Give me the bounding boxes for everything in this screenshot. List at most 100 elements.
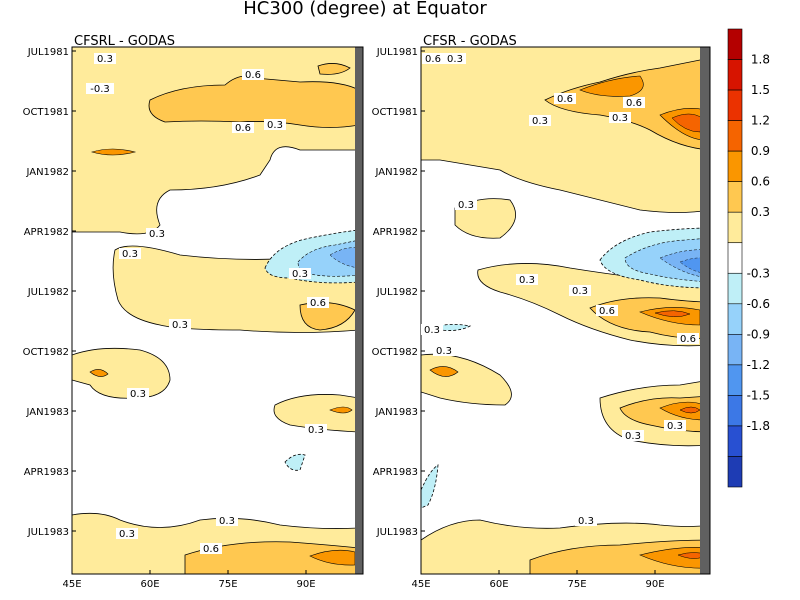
contour-label-bg	[623, 97, 645, 108]
panel-title-right: CFSR - GODAS	[423, 34, 517, 49]
shade-neg-region	[284, 453, 306, 471]
contour-label: 0.3	[267, 120, 283, 131]
colorbar-swatch	[727, 303, 743, 335]
contour-label-bg	[622, 430, 644, 441]
contour-label-bg	[289, 268, 311, 279]
y-tick-label: APR1982	[373, 227, 418, 238]
colorbar-label: 0.3	[751, 205, 770, 219]
colorbar-swatch	[727, 334, 743, 366]
contour-label-bg	[216, 515, 238, 526]
contour-label-bg	[119, 248, 141, 259]
x-tick-label: 60E	[489, 579, 508, 590]
y-tick-label: OCT1981	[372, 107, 418, 118]
shade-neg-region	[329, 247, 359, 269]
contour-label: 0.3	[119, 529, 135, 540]
contour-label: 0.3	[625, 431, 641, 442]
contour-label: 0.3	[219, 516, 235, 527]
x-tick-label: 90E	[296, 579, 315, 590]
y-tick-label: JUL1983	[376, 527, 418, 538]
contour-label: -0.3	[90, 84, 110, 95]
x-tick-label: 45E	[62, 579, 81, 590]
land-mask-bar	[355, 47, 363, 574]
contour-label: 0.3	[424, 325, 440, 336]
plot-frame-right	[420, 46, 711, 575]
contour-label-bg	[200, 543, 222, 554]
panel-right: CFSR - GODAS JUL1981 OCT1981 JAN1982 APR198…	[372, 34, 711, 590]
y-tick-label: OCT1982	[23, 347, 69, 358]
y-tick-label: APR1982	[24, 227, 69, 238]
colorbar: 1.8 1.5 1.2 0.9 0.6 0.3 -0.3 -0.6 -0.9 -1.2 -1.5 -1…	[727, 28, 770, 488]
contour-label: 0.3	[122, 249, 138, 260]
colorbar-label: 1.8	[751, 53, 770, 67]
contour-label: 0.3	[612, 113, 628, 124]
colorbar-label: -1.5	[747, 388, 770, 402]
colorbar-swatch	[727, 364, 743, 396]
colorbar-swatch	[727, 150, 743, 182]
contour-label-bg	[305, 424, 327, 435]
colorbar-swatch	[727, 59, 743, 91]
colorbar-label: -1.8	[747, 419, 770, 433]
panel-title-left: CFSRL - GODAS	[74, 34, 175, 49]
colorbar-label: -0.3	[747, 266, 770, 280]
plot-frame-left	[71, 46, 364, 575]
contour-label: 0.3	[308, 425, 324, 436]
contour-label-bg	[307, 297, 329, 308]
y-tick-label: JUL1981	[376, 47, 418, 58]
contour-label: 0.6	[310, 298, 326, 309]
contour-label-bg	[127, 388, 149, 399]
y-tick-label: JUL1983	[27, 527, 69, 538]
contour-label-bg	[146, 228, 168, 239]
land-mask-bar	[700, 47, 710, 574]
contour-label: 0.3	[532, 116, 548, 127]
contour-label-bg	[242, 69, 264, 80]
shade-pos-region	[429, 366, 459, 377]
y-tick-label: JAN1983	[25, 407, 69, 418]
y-tick-label: JAN1982	[25, 167, 69, 178]
contour-label: 0.6	[245, 70, 261, 81]
y-tick-label: APR1983	[24, 467, 69, 478]
colorbar-swatch	[727, 242, 743, 274]
contour-label-bg	[94, 53, 116, 64]
contour-label: 0.6	[425, 54, 441, 65]
x-tick-label: 60E	[140, 579, 159, 590]
contour-label: 0.6	[626, 98, 642, 109]
colorbar-label: 0.9	[751, 144, 770, 158]
contour-label: 0.3	[130, 389, 146, 400]
contour-label-bg	[86, 83, 114, 94]
shade-pos-region	[273, 394, 359, 433]
y-tick-label: JUL1982	[27, 287, 69, 298]
y-tick-label: JAN1982	[374, 167, 418, 178]
shade-pos-region	[654, 310, 691, 317]
contour-label-bg	[433, 345, 455, 356]
contour-label: 0.6	[203, 544, 219, 555]
chart-title: HC300 (degree) at Equator	[243, 0, 487, 19]
shade-pos-region	[90, 148, 137, 156]
contour-label: 0.3	[519, 275, 535, 286]
contour-label: 0.3	[97, 54, 113, 65]
contour-label: 0.3	[172, 320, 188, 331]
contour-label: 0.3	[149, 229, 165, 240]
colorbar-swatch	[727, 456, 743, 488]
colorbar-label: -0.6	[747, 297, 770, 311]
contour-label-bg	[609, 112, 631, 123]
contour-label: 0.3	[447, 54, 463, 65]
contour-label: 0.3	[667, 421, 683, 432]
contour-label-bg	[422, 53, 444, 64]
contour-label-bg	[575, 515, 597, 526]
x-tick-label: 45E	[411, 579, 430, 590]
shade-neg-region	[421, 464, 439, 509]
contour-label-bg	[569, 285, 591, 296]
contour-label-bg	[455, 199, 477, 210]
shade-pos-region	[148, 75, 359, 128]
contour-label: 0.3	[458, 200, 474, 211]
x-tick-label: 75E	[218, 579, 237, 590]
colorbar-swatch	[727, 425, 743, 457]
contour-label: 0.6	[557, 94, 573, 105]
contour-label: 0.3	[572, 286, 588, 297]
x-tick-label: 90E	[645, 579, 664, 590]
shade-pos-region	[317, 63, 351, 75]
contour-label: 0.3	[578, 516, 594, 527]
contour-label-bg	[596, 305, 618, 316]
contour-label-bg	[554, 93, 576, 104]
